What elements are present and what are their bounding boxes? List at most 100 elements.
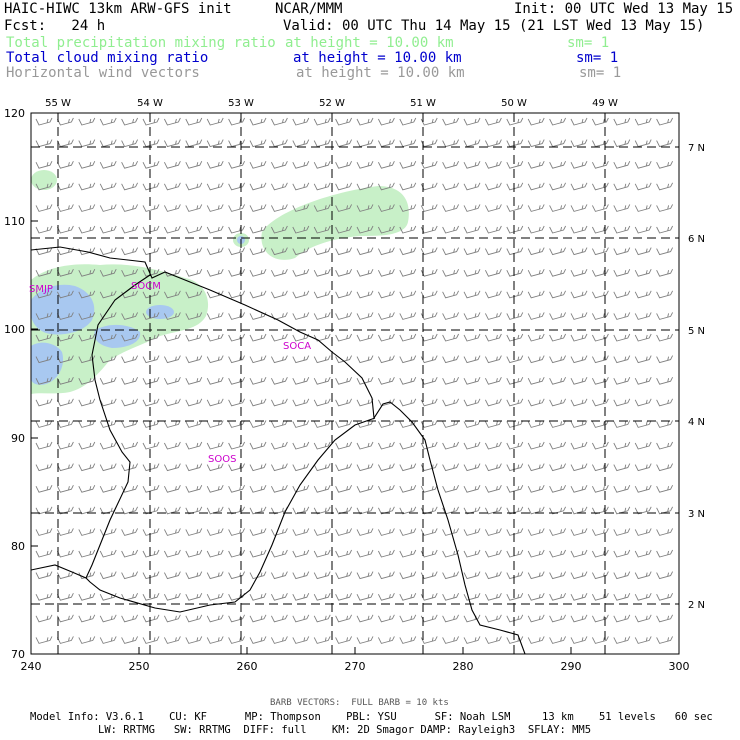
wind-barb — [420, 592, 438, 601]
wind-barb — [527, 290, 545, 299]
wind-barb — [35, 398, 53, 407]
wind-barb — [656, 355, 674, 364]
wind-barb — [185, 592, 203, 601]
wind-barb — [356, 528, 374, 536]
wind-barb — [163, 160, 181, 169]
wind-barb — [634, 484, 652, 493]
wind-barb — [506, 355, 524, 364]
wind-barb — [185, 571, 203, 580]
wind-barb — [206, 528, 224, 536]
wind-barb — [634, 549, 652, 558]
wind-barb — [570, 204, 588, 212]
wind-barb — [35, 376, 53, 385]
wind-barb — [56, 484, 74, 493]
wind-barb — [292, 376, 310, 385]
wind-barb — [142, 376, 160, 385]
wind-barb — [463, 571, 481, 580]
wind-barb — [506, 182, 524, 191]
wind-barb — [420, 376, 438, 385]
wind-barb — [56, 225, 74, 234]
wind-barb — [228, 204, 246, 212]
wind-barb — [442, 484, 460, 493]
wind-barb — [442, 117, 460, 126]
wind-barb — [163, 484, 181, 493]
wind-barb — [399, 160, 417, 169]
wind-barb — [634, 398, 652, 407]
wind-barb — [377, 636, 395, 644]
wind-barb — [142, 268, 160, 277]
wind-barb — [420, 441, 438, 450]
wind-barb — [185, 528, 203, 536]
wind-barb — [335, 636, 353, 644]
bottom-axis-label: 270 — [345, 660, 366, 673]
wind-barb — [484, 139, 502, 148]
wind-barb — [463, 182, 481, 191]
wind-barb — [228, 571, 246, 580]
wind-barb — [613, 160, 631, 169]
wind-barb — [313, 549, 331, 558]
wind-barb — [249, 160, 267, 169]
wind-barb — [634, 117, 652, 126]
wind-barb — [78, 614, 96, 623]
wind-barb — [185, 636, 203, 644]
wind-barb — [570, 484, 588, 493]
wind-barb — [549, 355, 567, 364]
wind-barb — [270, 333, 288, 342]
wind-barb — [570, 614, 588, 623]
wind-barb — [270, 571, 288, 580]
wind-barb — [570, 182, 588, 191]
wind-barb — [163, 506, 181, 515]
graticule — [31, 113, 679, 654]
wind-barb — [463, 528, 481, 536]
wind-barb — [335, 117, 353, 126]
wind-barb — [613, 204, 631, 212]
wind-barb — [506, 420, 524, 428]
wind-barb — [613, 312, 631, 320]
wind-barb — [634, 247, 652, 256]
left-axis-label: 100 — [4, 323, 25, 336]
wind-barb — [56, 117, 74, 126]
wind-barb — [591, 636, 609, 644]
wind-barb — [549, 160, 567, 169]
wind-barb — [142, 290, 160, 299]
wind-barb — [99, 528, 117, 536]
wind-barb — [99, 290, 117, 299]
wind-barb — [463, 139, 481, 148]
wind-barb — [591, 614, 609, 623]
wind-barb — [442, 182, 460, 191]
wind-barb — [506, 247, 524, 256]
wind-barb — [442, 398, 460, 407]
wind-barb — [249, 117, 267, 126]
wind-barb — [249, 333, 267, 342]
wind-barb — [99, 441, 117, 450]
wind-barb — [591, 420, 609, 428]
wind-barb — [142, 636, 160, 644]
wind-barb — [121, 139, 139, 148]
wind-barb — [163, 117, 181, 126]
wind-barb — [142, 139, 160, 148]
wind-barb — [356, 506, 374, 515]
wind-barb — [35, 182, 53, 191]
wind-barb — [506, 204, 524, 212]
field-height-precip: at height = 10.00 km — [285, 35, 454, 51]
wind-barb — [356, 312, 374, 320]
wind-barb — [591, 204, 609, 212]
wind-barb — [463, 160, 481, 169]
wind-barb — [249, 592, 267, 601]
wind-barb — [249, 290, 267, 299]
wind-barb — [142, 247, 160, 256]
wind-barb — [335, 182, 353, 191]
wind-barb — [121, 592, 139, 601]
wind-barb — [249, 571, 267, 580]
wind-barb — [613, 247, 631, 256]
wind-barb — [377, 506, 395, 515]
wind-barb — [570, 376, 588, 385]
wind-barb — [99, 312, 117, 320]
wind-barb — [484, 463, 502, 472]
wind-barb — [163, 636, 181, 644]
wind-barb — [634, 376, 652, 385]
wind-barb — [228, 484, 246, 493]
wind-barb — [377, 398, 395, 407]
wind-barb — [570, 506, 588, 515]
wind-barb — [570, 441, 588, 450]
